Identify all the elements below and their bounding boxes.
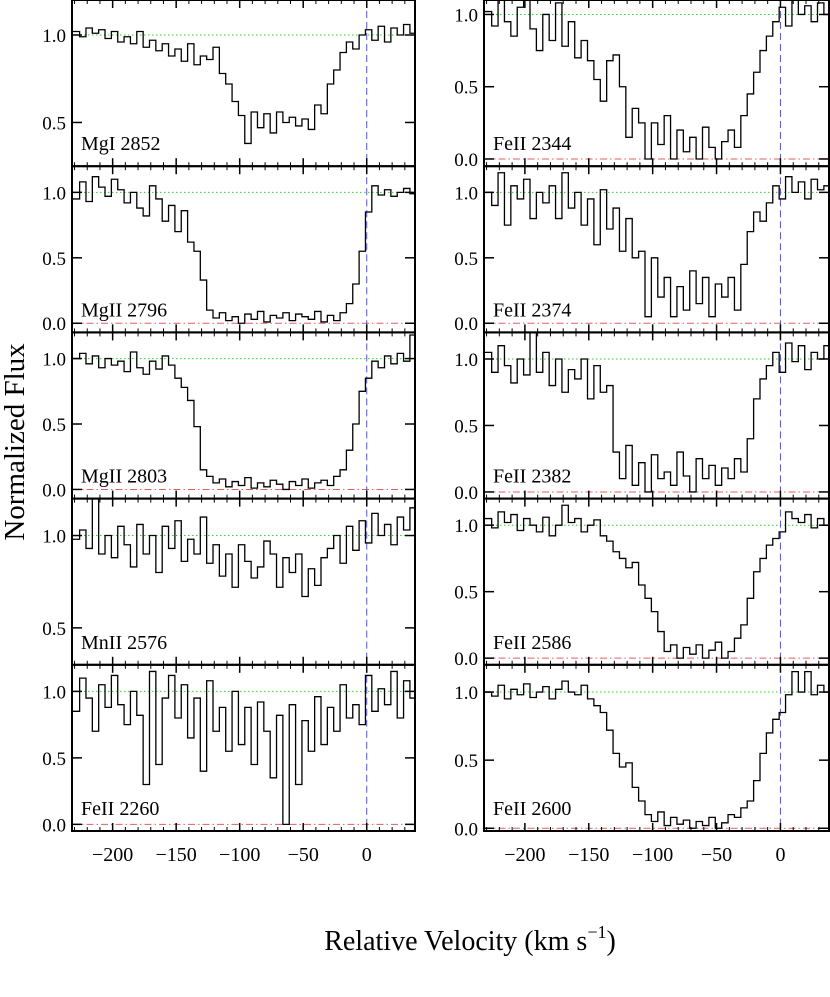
y-tick-label: 0.0 <box>454 150 478 171</box>
x-axis-title-close: ) <box>606 926 615 957</box>
panel-1-4: 0.0 0.5 1.0 FeII 2600 −200 −150 −100 −50 0 <box>454 663 830 866</box>
x-tick-label: −50 <box>288 844 319 866</box>
panel-frame <box>483 663 830 832</box>
flux-spectrum <box>484 172 829 318</box>
panel-1-3: 0.0 0.5 1.0 FeII 2586 <box>454 497 830 670</box>
x-tick-label: −100 <box>632 844 673 866</box>
panel-0-1: 0.0 0.5 1.0 MgII 2796 <box>42 165 416 335</box>
panel-0-3: 0.5 1.0 MnII 2576 <box>42 497 416 666</box>
panel-1-0: 0.0 0.5 1.0 FeII 2344 <box>454 0 830 171</box>
x-tick-label: −150 <box>156 844 197 866</box>
y-tick-label: 0.0 <box>42 480 66 501</box>
x-tick-label: 0 <box>775 844 785 866</box>
x-tick-label: −150 <box>568 844 609 866</box>
y-tick-label: 1.0 <box>454 516 478 537</box>
y-tick-label: 1.0 <box>454 683 478 704</box>
y-tick-label: 0.5 <box>454 416 478 437</box>
y-tick-label: 1.0 <box>454 350 478 371</box>
flux-spectrum <box>72 176 415 324</box>
transition-label: FeII 2374 <box>493 299 571 321</box>
panel-0-0: 0.5 1.0 MgI 2852 <box>42 0 416 168</box>
flux-spectrum <box>72 23 415 145</box>
y-tick-label: 1.0 <box>42 527 66 548</box>
flux-spectrum <box>484 0 829 160</box>
y-tick-label: 0.5 <box>42 113 66 134</box>
x-tick-label: −50 <box>701 844 732 866</box>
flux-spectrum <box>72 334 415 491</box>
transition-label: FeII 2344 <box>493 133 571 155</box>
y-tick-label: 0.0 <box>454 314 478 335</box>
x-tick-label: −100 <box>219 844 260 866</box>
flux-spectrum <box>484 331 829 493</box>
y-tick-label: 1.0 <box>454 183 478 204</box>
y-axis-title: Normalized Flux <box>0 343 31 541</box>
y-tick-label: 0.5 <box>454 78 478 99</box>
y-tick-label: 0.5 <box>42 249 66 270</box>
transition-label: FeII 2600 <box>493 798 571 820</box>
y-tick-label: 0.5 <box>454 249 478 270</box>
y-tick-label: 0.5 <box>454 583 478 604</box>
y-tick-label: 0.0 <box>454 819 478 840</box>
y-tick-label: 1.0 <box>454 5 478 26</box>
y-tick-label: 0.0 <box>42 314 66 335</box>
x-axis-title-main: Relative Velocity (km s <box>324 926 587 957</box>
transition-label: FeII 2586 <box>493 632 571 654</box>
x-tick-label: −200 <box>504 844 545 866</box>
y-tick-label: 0.5 <box>454 751 478 772</box>
panel-1-1: 0.0 0.5 1.0 FeII 2374 <box>454 165 830 335</box>
flux-spectrum <box>72 670 415 826</box>
flux-spectrum <box>484 504 829 659</box>
y-tick-label: 1.0 <box>42 350 66 371</box>
panels-layer: 0.5 1.0 MgI 2852 0.0 0.5 1.0 MgII 2796 0.0 0.5 1.… <box>42 0 830 866</box>
y-tick-label: 1.0 <box>42 26 66 47</box>
x-tick-label: −200 <box>92 844 133 866</box>
x-axis-title: Relative Velocity (km s−1) <box>324 922 616 957</box>
flux-spectrum <box>484 670 829 829</box>
y-tick-label: 0.5 <box>42 619 66 640</box>
panel-1-2: 0.0 0.5 1.0 FeII 2382 <box>454 331 830 504</box>
transition-label: FeII 2382 <box>493 466 571 488</box>
y-tick-label: 0.0 <box>42 815 66 836</box>
y-tick-label: 0.0 <box>454 649 478 670</box>
panel-0-4: 0.0 0.5 1.0 FeII 2260 −200 −150 −100 −50 0 <box>42 663 416 866</box>
transition-label: MgI 2852 <box>81 133 160 155</box>
panel-frame <box>71 663 416 832</box>
x-axis-title-exponent: −1 <box>587 922 606 942</box>
y-tick-label: 0.0 <box>454 483 478 504</box>
transition-label: MnII 2576 <box>81 632 167 654</box>
y-tick-label: 0.5 <box>42 749 66 770</box>
y-tick-label: 1.0 <box>42 682 66 703</box>
flux-spectrum <box>72 497 415 598</box>
y-tick-label: 0.5 <box>42 415 66 436</box>
transition-label: MgII 2796 <box>81 299 167 321</box>
y-tick-label: 1.0 <box>42 183 66 204</box>
x-tick-label: 0 <box>362 844 372 866</box>
panel-0-2: 0.0 0.5 1.0 MgII 2803 <box>42 331 416 501</box>
transition-label: MgII 2803 <box>81 466 167 488</box>
transition-label: FeII 2260 <box>81 798 159 820</box>
